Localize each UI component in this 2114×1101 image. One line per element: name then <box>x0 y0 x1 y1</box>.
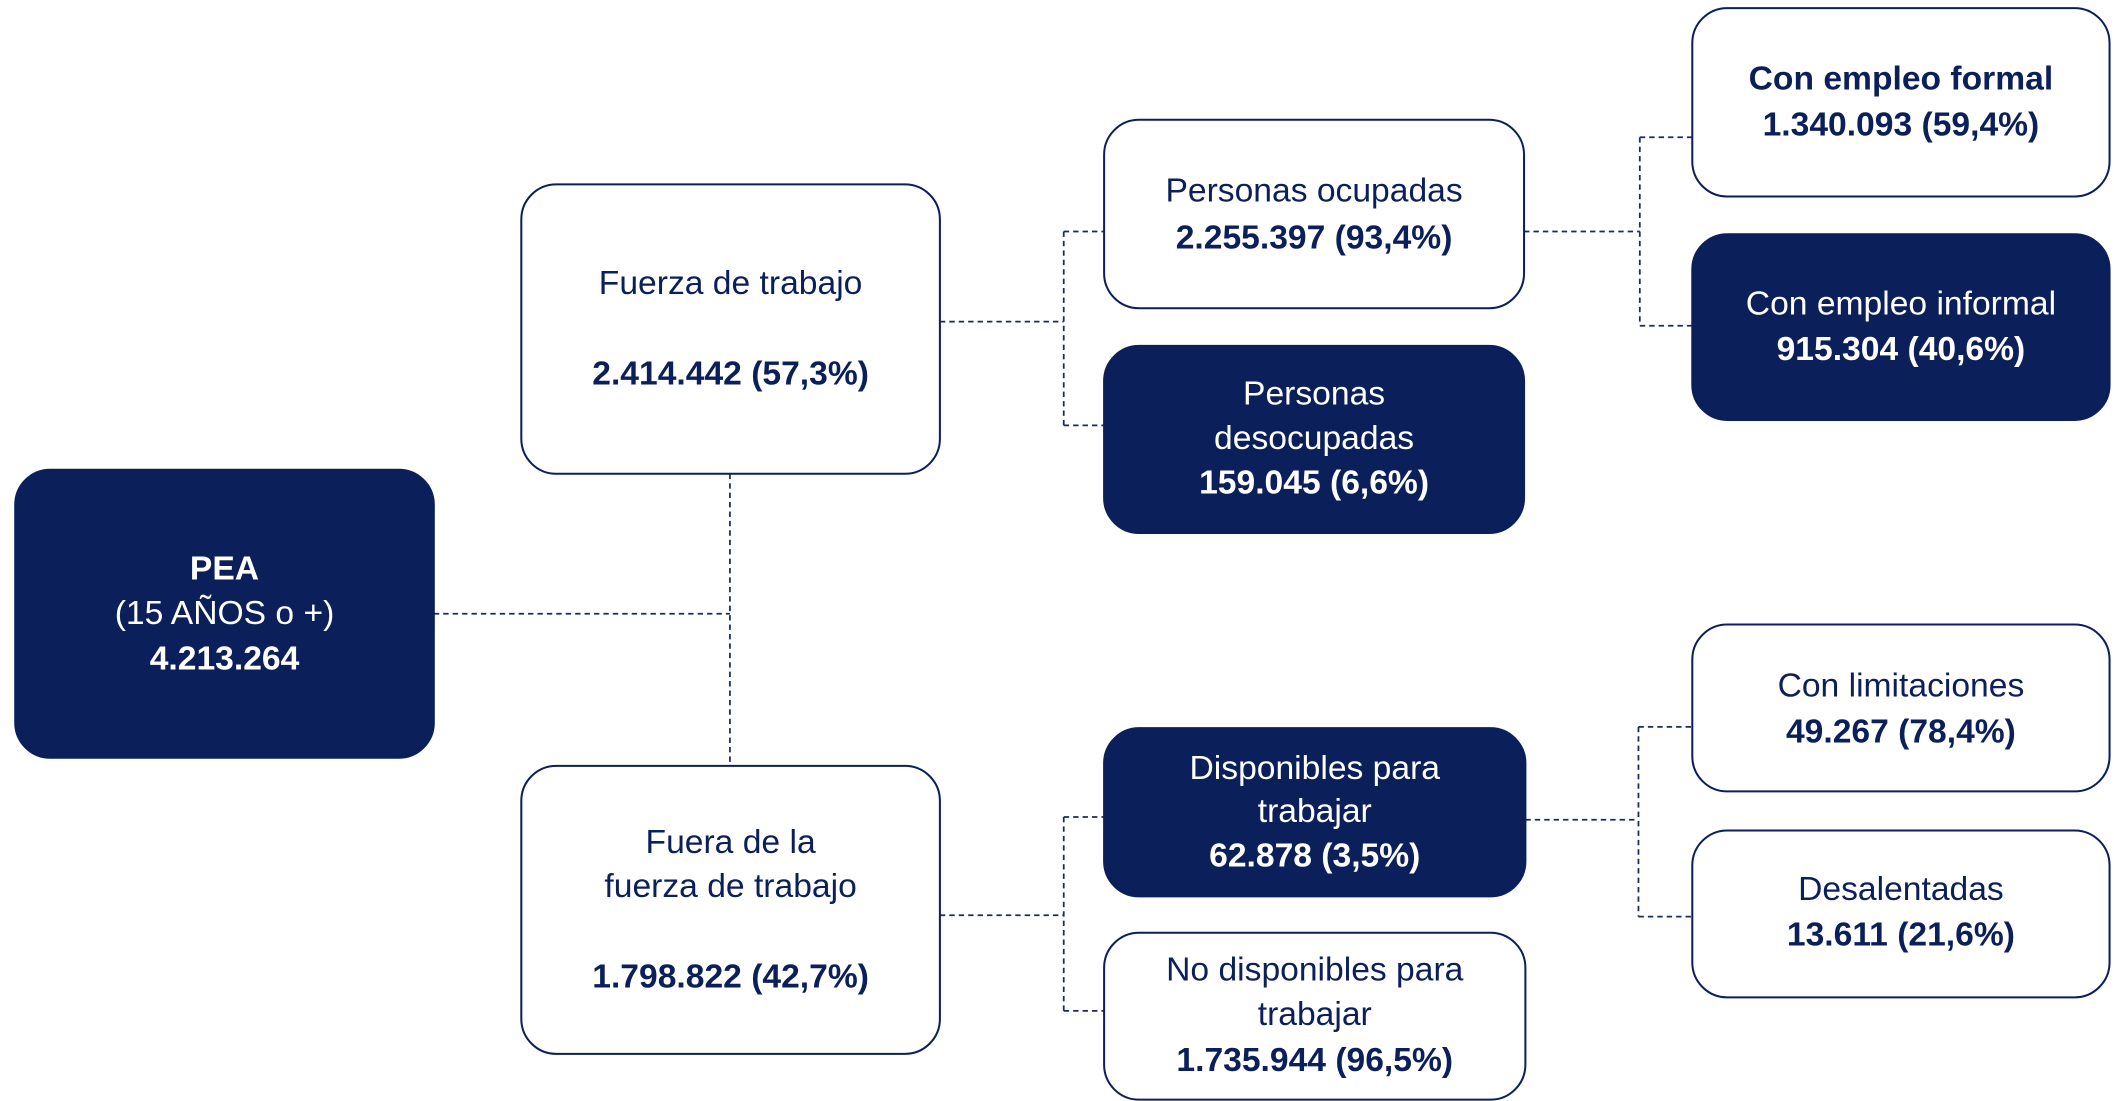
connector <box>1525 725 1693 918</box>
node: Con limitaciones 49.267 (78,4%) <box>1691 623 2111 793</box>
node-label: desocupadas <box>1214 420 1414 457</box>
node-label: PEA <box>190 551 259 588</box>
node: Disponibles para trabajar 62.878 (3,5%) <box>1103 727 1527 898</box>
node-value: 2.255.397 (93,4%) <box>1176 219 1453 256</box>
connector <box>939 816 1105 1012</box>
node-box <box>520 764 941 1055</box>
connector <box>433 473 731 766</box>
node-box <box>14 468 435 759</box>
node-label: Con empleo informal <box>1746 285 2056 322</box>
node-value: 4.213.264 <box>150 641 300 678</box>
node-label: trabajar <box>1258 996 1372 1033</box>
node-value: 1.798.822 (42,7%) <box>592 958 869 995</box>
node-label: (15 AÑOS o +) <box>115 594 335 632</box>
node: Fuera de la fuerza de trabajo 1.798.822 (4… <box>520 764 941 1055</box>
node-value: 1.340.093 (59,4%) <box>1763 106 2040 143</box>
node-box <box>1103 344 1526 535</box>
node-label: Personas ocupadas <box>1165 172 1462 209</box>
node-box <box>1691 623 2111 793</box>
node-box <box>1691 233 2111 421</box>
node-box <box>520 183 941 475</box>
node: Personas desocupadas 159.045 (6,6%) <box>1103 344 1526 535</box>
node-label: Fuerza de trabajo <box>599 265 863 302</box>
node-value: 13.611 (21,6%) <box>1787 917 2015 954</box>
node-value: 159.045 (6,6%) <box>1199 464 1429 501</box>
connector <box>939 230 1105 427</box>
connectors <box>433 136 1693 1012</box>
node-label: Con empleo formal <box>1749 61 2054 98</box>
node-label: Con limitaciones <box>1778 668 2025 705</box>
connector <box>1524 136 1693 327</box>
node: Con empleo informal 915.304 (40,6%) <box>1691 233 2111 421</box>
node-label: Disponibles para <box>1190 750 1441 787</box>
node: PEA (15 AÑOS o +) 4.213.264 <box>14 468 435 759</box>
node-box <box>1691 829 2111 999</box>
node-value: 2.414.442 (57,3%) <box>592 355 869 392</box>
node-label: fuerza de trabajo <box>604 868 856 905</box>
node: Con empleo formal 1.340.093 (59,4%) <box>1691 7 2111 198</box>
node-label: Fuera de la <box>646 824 816 861</box>
node: Personas ocupadas 2.255.397 (93,4%) <box>1103 118 1526 310</box>
node-box <box>1103 931 1527 1101</box>
node-label: No disponibles para <box>1166 952 1464 989</box>
node: Desalentadas 13.611 (21,6%) <box>1691 829 2111 999</box>
node-label: Personas <box>1243 376 1385 413</box>
node: No disponibles para trabajar 1.735.944 (96… <box>1103 931 1527 1101</box>
node-box <box>1103 727 1527 898</box>
node-value: 1.735.944 (96,5%) <box>1176 1042 1453 1079</box>
node-value: 915.304 (40,6%) <box>1777 331 2026 368</box>
node-box <box>1103 118 1526 310</box>
node-value: 49.267 (78,4%) <box>1786 713 2016 750</box>
node-label: Desalentadas <box>1798 871 2004 908</box>
node-label: trabajar <box>1258 793 1372 830</box>
node-value: 62.878 (3,5%) <box>1209 837 1420 874</box>
node: Fuerza de trabajo 2.414.442 (57,3%) <box>520 183 941 475</box>
node-box <box>1691 7 2111 198</box>
